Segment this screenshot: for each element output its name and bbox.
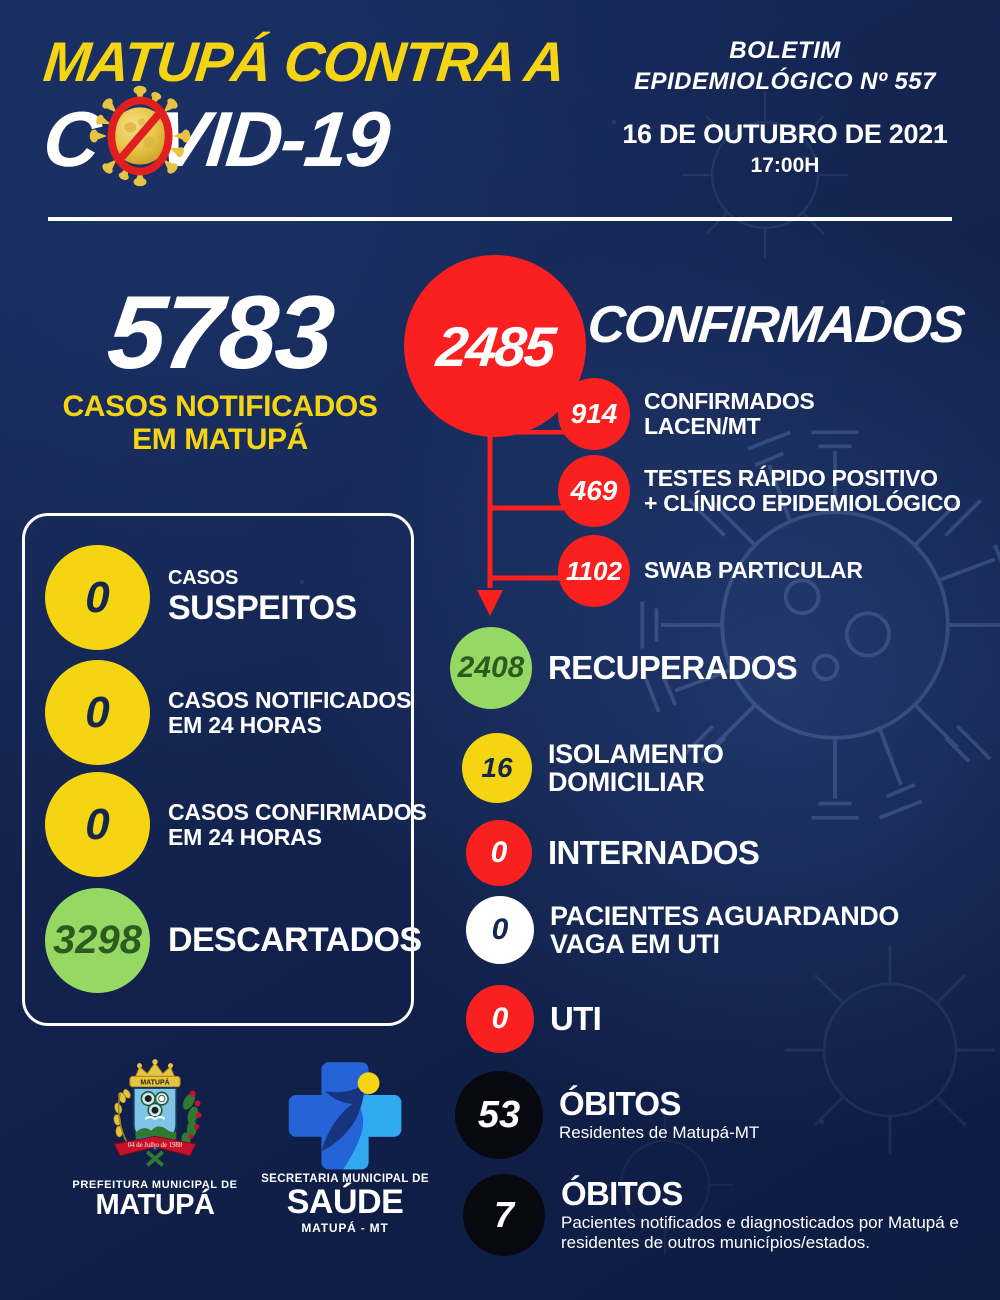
stat-label-line2: EM 24 HORAS [168, 823, 322, 850]
status-label-line2: DOMICILIAR [548, 767, 705, 797]
status-bubble: 16 [462, 733, 532, 803]
status-label-line1: UTI [550, 999, 602, 1037]
notified-cases-value: 5783 [103, 275, 337, 391]
brand-lockup: MATUPÁ CONTRA A COVID-19 [39, 30, 584, 199]
status-bubble: 7 [463, 1174, 545, 1256]
stat-label-line2: EM 24 HORAS [168, 711, 322, 738]
confirmed-total-label: CONFIRMADOS [585, 296, 966, 354]
breakdown-bubble: 1102 [558, 535, 630, 607]
confirmed-total-bubble: 2485 [404, 255, 586, 437]
stat-bubble: 0 [45, 545, 150, 650]
brand-title-line1: MATUPÁ CONTRA A [40, 30, 568, 93]
breakdown-label-line1: TESTES RÁPIDO POSITIVO [644, 464, 938, 491]
stat-label-line2: SUSPEITOS [168, 588, 357, 627]
status-value: 0 [491, 913, 509, 946]
status-value: 0 [491, 1002, 509, 1035]
stat-value: 0 [85, 572, 110, 622]
status-bubble: 2408 [450, 627, 532, 709]
status-value: 7 [493, 1194, 515, 1235]
stat-value: 3298 [53, 918, 142, 962]
breakdown-value: 469 [570, 475, 618, 506]
status-bubble: 0 [466, 896, 534, 964]
stat-label-line1: CASOS [168, 567, 239, 590]
breakdown-value: 914 [570, 398, 618, 429]
matupa-coat-of-arms-icon: MATUPÁ [70, 1055, 240, 1175]
saude-logo: SECRETARIA MUNICIPAL DE SAÚDE MATUPÁ - M… [240, 1055, 450, 1235]
status-label-line2: VAGA EM UTI [550, 929, 720, 959]
status-row-uti: 0 UTI [466, 985, 602, 1053]
prefeitura-caption-top: PREFEITURA MUNICIPAL DE [72, 1179, 238, 1191]
prefeitura-logo: MATUPÁ [70, 1055, 240, 1220]
status-row-isolamento-domiciliar: 16 ISOLAMENTO DOMICILIAR [462, 733, 724, 803]
confirmed-breakdown-teste-rapido: 469 TESTES RÁPIDO POSITIVO + CLÍNICO EPI… [558, 455, 961, 527]
status-row-internados: 0 INTERNADOS [466, 820, 760, 886]
status-label-line1: RECUPERADOS [548, 648, 798, 686]
saude-caption-main: SAÚDE [286, 1183, 404, 1221]
crest-banner-text: MATUPÁ [140, 1078, 169, 1087]
bulletin-time: 17:00H [750, 154, 820, 178]
stat-label-line1: DESCARTADOS [168, 921, 422, 960]
stat-row-notificados-24h: 0 CASOS NOTIFICADOS EM 24 HORAS [45, 660, 411, 765]
status-sub-label: Pacientes notificados e diagnosticados p… [561, 1213, 959, 1252]
saude-caption-bottom: MATUPÁ - MT [301, 1221, 389, 1235]
stat-value: 0 [85, 687, 110, 737]
stat-bubble: 0 [45, 660, 150, 765]
brand-title-line2: COVID-19 [39, 85, 584, 187]
coronavirus-prohibited-icon [88, 84, 192, 188]
status-sub-label: Residentes de Matupá-MT [559, 1122, 760, 1142]
status-row-obitos-outros: 7 ÓBITOS Pacientes notificados e diagnos… [463, 1174, 991, 1256]
stat-label-line1: CASOS NOTIFICADOS [168, 686, 412, 713]
confirmed-total-value: 2485 [433, 314, 557, 378]
breakdown-label-line2: + CLÍNICO EPIDEMIOLÓGICO [644, 490, 961, 516]
status-row-aguardando-uti: 0 PACIENTES AGUARDANDO VAGA EM UTI [466, 896, 899, 964]
stat-row-confirmados-24h: 0 CASOS CONFIRMADOS EM 24 HORAS [45, 772, 427, 877]
status-row-obitos-residentes: 53 ÓBITOS Residentes de Matupá-MT [455, 1071, 759, 1159]
breakdown-bubble: 469 [558, 455, 630, 527]
breakdown-label-line2: LACEN/MT [644, 413, 761, 439]
status-label-line1: ÓBITOS [561, 1175, 683, 1213]
breakdown-label-line1: SWAB PARTICULAR [644, 557, 863, 584]
stat-bubble: 3298 [45, 888, 150, 993]
status-value: 0 [490, 836, 508, 869]
status-value: 2408 [457, 651, 525, 684]
bulletin-date: 16 DE OUTUBRO DE 2021 [622, 119, 948, 150]
status-label-line1: ÓBITOS [559, 1085, 681, 1123]
status-bubble: 0 [466, 985, 534, 1053]
health-cross-person-icon [240, 1055, 450, 1173]
notified-cases-label-line1: CASOS NOTIFICADOS [62, 389, 378, 423]
status-label-line1: PACIENTES AGUARDANDO [550, 900, 900, 931]
notified-cases-block: 5783 CASOS NOTIFICADOS EM MATUPÁ [20, 275, 420, 457]
left-stats-panel [22, 513, 414, 1026]
header: MATUPÁ CONTRA A COVID-19 [0, 0, 1000, 220]
status-label-line1: ISOLAMENTO [548, 738, 724, 769]
breakdown-value: 1102 [566, 555, 622, 586]
status-value: 16 [481, 752, 513, 783]
confirmed-breakdown-swab: 1102 SWAB PARTICULAR [558, 535, 863, 607]
bulletin-label-line1: BOLETIM [729, 37, 841, 64]
breakdown-label-line1: CONFIRMADOS [644, 387, 815, 414]
header-divider [48, 217, 952, 221]
stat-value: 0 [85, 799, 110, 849]
footer-logos: MATUPÁ [45, 1055, 445, 1285]
crest-ribbon-text: 04 de Julho de 1988 [128, 1142, 183, 1149]
status-bubble: 0 [466, 820, 532, 886]
stat-bubble: 0 [45, 772, 150, 877]
status-row-recuperados: 2408 RECUPERADOS [450, 627, 798, 709]
stat-label-line1: CASOS CONFIRMADOS [168, 798, 427, 825]
status-label-line1: INTERNADOS [548, 833, 760, 871]
bulletin-info: BOLETIM EPIDEMIOLÓGICO Nº 557 16 DE OUTU… [590, 36, 980, 178]
saude-caption-top: SECRETARIA MUNICIPAL DE [261, 1173, 429, 1185]
breakdown-bubble: 914 [558, 378, 630, 450]
stat-row-suspeitos: 0 CASOS SUSPEITOS [45, 545, 357, 650]
bulletin-label-line2: EPIDEMIOLÓGICO Nº 557 [634, 67, 936, 95]
status-value: 53 [477, 1093, 521, 1136]
stat-row-descartados: 3298 DESCARTADOS [45, 888, 422, 993]
prefeitura-caption-main: MATUPÁ [95, 1189, 215, 1221]
status-bubble: 53 [455, 1071, 543, 1159]
confirmed-breakdown-lacen: 914 CONFIRMADOS LACEN/MT [558, 378, 815, 450]
notified-cases-label-line2: EM MATUPÁ [132, 423, 308, 457]
